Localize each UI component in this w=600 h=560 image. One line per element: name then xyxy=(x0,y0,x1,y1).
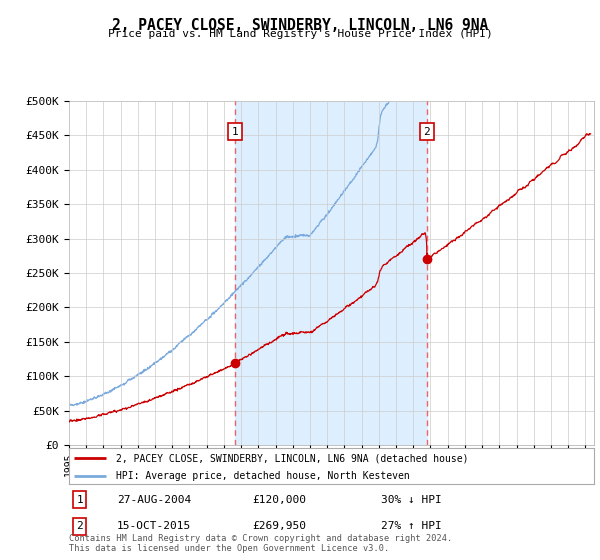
Text: 2: 2 xyxy=(424,127,430,137)
Text: 1: 1 xyxy=(232,127,238,137)
Text: 2: 2 xyxy=(76,521,83,531)
Text: 2, PACEY CLOSE, SWINDERBY, LINCOLN, LN6 9NA: 2, PACEY CLOSE, SWINDERBY, LINCOLN, LN6 … xyxy=(112,18,488,33)
Text: Price paid vs. HM Land Registry's House Price Index (HPI): Price paid vs. HM Land Registry's House … xyxy=(107,29,493,39)
Text: 15-OCT-2015: 15-OCT-2015 xyxy=(117,521,191,531)
Text: HPI: Average price, detached house, North Kesteven: HPI: Average price, detached house, Nort… xyxy=(116,472,410,482)
Text: £269,950: £269,950 xyxy=(252,521,306,531)
Text: 1: 1 xyxy=(76,494,83,505)
Text: 2, PACEY CLOSE, SWINDERBY, LINCOLN, LN6 9NA (detached house): 2, PACEY CLOSE, SWINDERBY, LINCOLN, LN6 … xyxy=(116,453,469,463)
Text: Contains HM Land Registry data © Crown copyright and database right 2024.: Contains HM Land Registry data © Crown c… xyxy=(69,534,452,543)
Text: 30% ↓ HPI: 30% ↓ HPI xyxy=(381,494,442,505)
Bar xyxy=(235,101,427,445)
Text: This data is licensed under the Open Government Licence v3.0.: This data is licensed under the Open Gov… xyxy=(69,544,389,553)
Text: 27-AUG-2004: 27-AUG-2004 xyxy=(117,494,191,505)
Text: 27% ↑ HPI: 27% ↑ HPI xyxy=(381,521,442,531)
Text: £120,000: £120,000 xyxy=(252,494,306,505)
